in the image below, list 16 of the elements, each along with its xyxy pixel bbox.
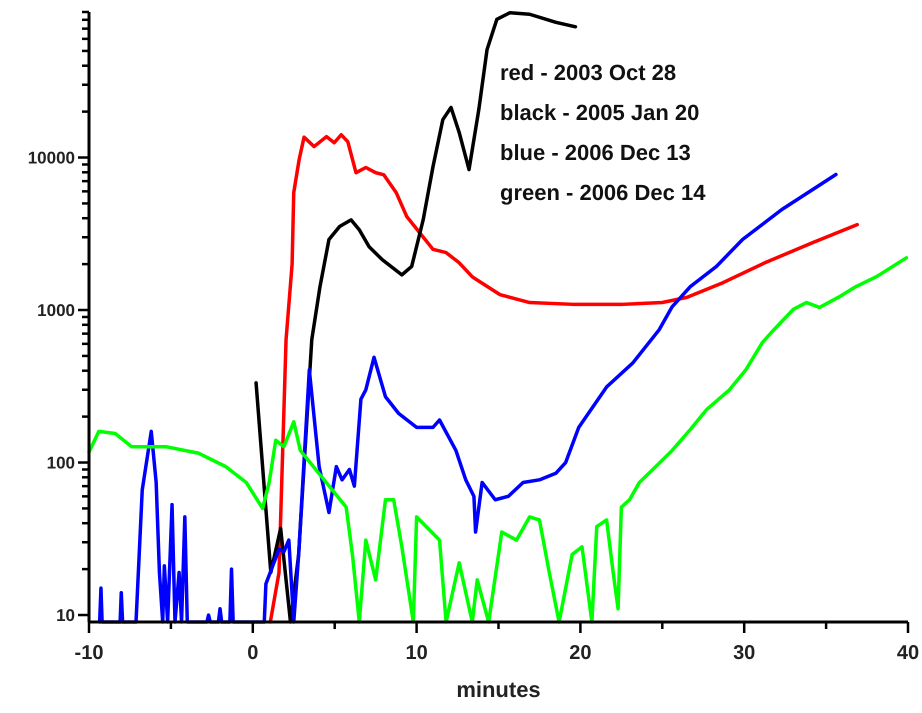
x-tick-label: 30 bbox=[733, 642, 756, 664]
y-tick-label: 10 bbox=[56, 606, 75, 625]
x-axis-title: minutes bbox=[456, 677, 541, 702]
x-tick-label: -10 bbox=[74, 642, 104, 664]
y-tick-label: 1000 bbox=[37, 300, 75, 320]
x-tick-label: 40 bbox=[896, 642, 920, 664]
x-tick-label: 20 bbox=[569, 642, 592, 664]
x-tick-label: 10 bbox=[405, 642, 428, 664]
annotation: red - 2003 Oct 28 bbox=[500, 60, 676, 85]
annotation: green - 2006 Dec 14 bbox=[500, 180, 706, 205]
annotation: blue - 2006 Dec 13 bbox=[500, 140, 691, 165]
line-series bbox=[98, 172, 838, 624]
x-tick-label: 0 bbox=[247, 642, 258, 664]
y-tick-label: 100 bbox=[46, 453, 75, 472]
annotation: black - 2005 Jan 20 bbox=[500, 100, 700, 125]
y-tick-label: 10000 bbox=[28, 148, 75, 168]
